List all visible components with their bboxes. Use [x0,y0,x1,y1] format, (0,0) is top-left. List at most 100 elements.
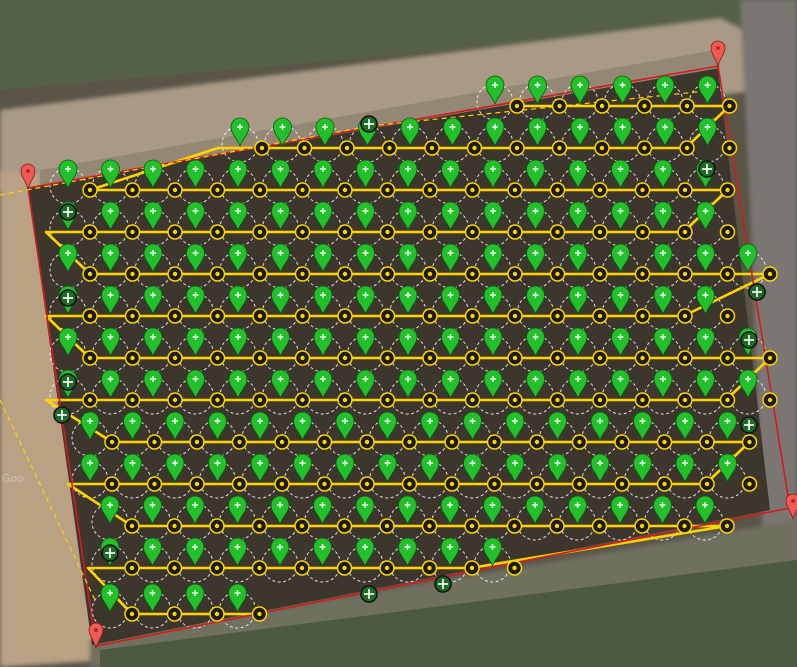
waypoint-pin-icon[interactable] [101,159,120,190]
waypoint-pin-icon[interactable] [483,201,503,232]
waypoint-pin-icon[interactable] [696,243,715,274]
crosshair-icon[interactable] [434,575,452,593]
waypoint-pin-icon[interactable] [441,369,460,400]
waypoint-pin-icon[interactable] [568,159,588,190]
waypoint-pin-icon[interactable] [400,117,420,148]
waypoint-pin-icon[interactable] [526,243,545,274]
waypoint-pin-icon[interactable] [483,369,503,400]
waypoint-pin-icon[interactable] [613,117,632,148]
waypoint-pin-icon[interactable] [570,117,590,148]
waypoint-pin-icon[interactable] [696,285,715,316]
waypoint-pin-icon[interactable] [271,285,290,316]
waypoint-pin-icon[interactable] [165,411,185,442]
waypoint-pin-icon[interactable] [228,201,248,232]
waypoint-pin-icon[interactable] [250,411,270,442]
waypoint-pin-icon[interactable] [398,159,418,190]
waypoint-pin-icon[interactable] [696,327,715,358]
waypoint-pin-icon[interactable] [526,369,545,400]
waypoint-pin-icon[interactable] [356,159,375,190]
waypoint-pin-icon[interactable] [548,411,567,442]
waypoint-pin-icon[interactable] [525,495,545,526]
waypoint-pin-icon[interactable] [313,495,332,526]
waypoint-pin-icon[interactable] [483,159,503,190]
waypoint-pin-icon[interactable] [293,411,312,442]
waypoint-pin-icon[interactable] [570,75,590,106]
waypoint-pin-icon[interactable] [463,411,482,442]
waypoint-pin-icon[interactable] [675,453,695,484]
waypoint-pin-icon[interactable] [101,285,120,316]
waypoint-pin-icon[interactable] [271,159,290,190]
waypoint-pin-icon[interactable] [230,117,250,148]
waypoint-pin-icon[interactable] [398,285,418,316]
waypoint-pin-icon[interactable] [313,201,333,232]
waypoint-pin-icon[interactable] [398,327,418,358]
waypoint-pin-icon[interactable] [165,453,185,484]
waypoint-pin-icon[interactable] [696,201,715,232]
waypoint-pin-icon[interactable] [718,411,737,442]
waypoint-pin-icon[interactable] [80,411,100,442]
waypoint-pin-icon[interactable] [696,369,715,400]
waypoint-pin-icon[interactable] [271,201,290,232]
crosshair-icon[interactable] [698,160,716,178]
waypoint-pin-icon[interactable] [228,243,248,274]
waypoint-pin-icon[interactable] [313,285,333,316]
boundary-vertex-pin-icon[interactable] [88,622,104,649]
waypoint-pin-icon[interactable] [441,243,460,274]
waypoint-pin-icon[interactable] [143,327,163,358]
waypoint-pin-icon[interactable] [526,327,545,358]
waypoint-pin-icon[interactable] [101,243,120,274]
waypoint-pin-icon[interactable] [186,243,205,274]
waypoint-pin-icon[interactable] [315,117,335,148]
waypoint-pin-icon[interactable] [441,159,460,190]
waypoint-pin-icon[interactable] [568,369,588,400]
waypoint-pin-icon[interactable] [271,369,290,400]
waypoint-pin-icon[interactable] [611,159,630,190]
waypoint-pin-icon[interactable] [143,201,163,232]
waypoint-pin-icon[interactable] [356,285,375,316]
waypoint-pin-icon[interactable] [313,159,333,190]
waypoint-pin-icon[interactable] [271,243,290,274]
waypoint-pin-icon[interactable] [695,495,715,526]
waypoint-pin-icon[interactable] [568,243,588,274]
waypoint-pin-icon[interactable] [143,285,163,316]
waypoint-pin-icon[interactable] [526,201,545,232]
waypoint-pin-icon[interactable] [483,243,503,274]
waypoint-pin-icon[interactable] [653,495,672,526]
waypoint-pin-icon[interactable] [483,327,503,358]
waypoint-pin-icon[interactable] [355,537,375,568]
waypoint-pin-icon[interactable] [568,495,587,526]
waypoint-pin-icon[interactable] [611,327,630,358]
waypoint-pin-icon[interactable] [718,453,737,484]
waypoint-pin-icon[interactable] [378,453,397,484]
waypoint-pin-icon[interactable] [143,159,163,190]
waypoint-pin-icon[interactable] [101,327,120,358]
waypoint-pin-icon[interactable] [613,75,632,106]
waypoint-pin-icon[interactable] [611,369,630,400]
waypoint-pin-icon[interactable] [485,75,505,106]
waypoint-pin-icon[interactable] [355,495,375,526]
waypoint-pin-icon[interactable] [143,495,162,526]
waypoint-pin-icon[interactable] [611,201,630,232]
waypoint-pin-icon[interactable] [228,537,247,568]
waypoint-pin-icon[interactable] [143,537,162,568]
waypoint-pin-icon[interactable] [505,453,525,484]
waypoint-pin-icon[interactable] [420,411,440,442]
waypoint-pin-icon[interactable] [698,75,717,106]
waypoint-pin-icon[interactable] [335,453,355,484]
waypoint-pin-icon[interactable] [633,453,652,484]
crosshair-icon[interactable] [740,331,758,349]
waypoint-pin-icon[interactable] [208,411,227,442]
waypoint-pin-icon[interactable] [568,201,588,232]
waypoint-pin-icon[interactable] [653,201,673,232]
waypoint-pin-icon[interactable] [440,495,460,526]
waypoint-pin-icon[interactable] [250,453,270,484]
waypoint-pin-icon[interactable] [228,327,248,358]
waypoint-pin-icon[interactable] [590,453,610,484]
waypoint-pin-icon[interactable] [228,495,247,526]
waypoint-pin-icon[interactable] [313,369,333,400]
waypoint-pin-icon[interactable] [143,369,163,400]
waypoint-pin-icon[interactable] [653,285,673,316]
boundary-vertex-pin-icon[interactable] [20,163,36,190]
boundary-vertex-pin-icon[interactable] [785,493,797,520]
